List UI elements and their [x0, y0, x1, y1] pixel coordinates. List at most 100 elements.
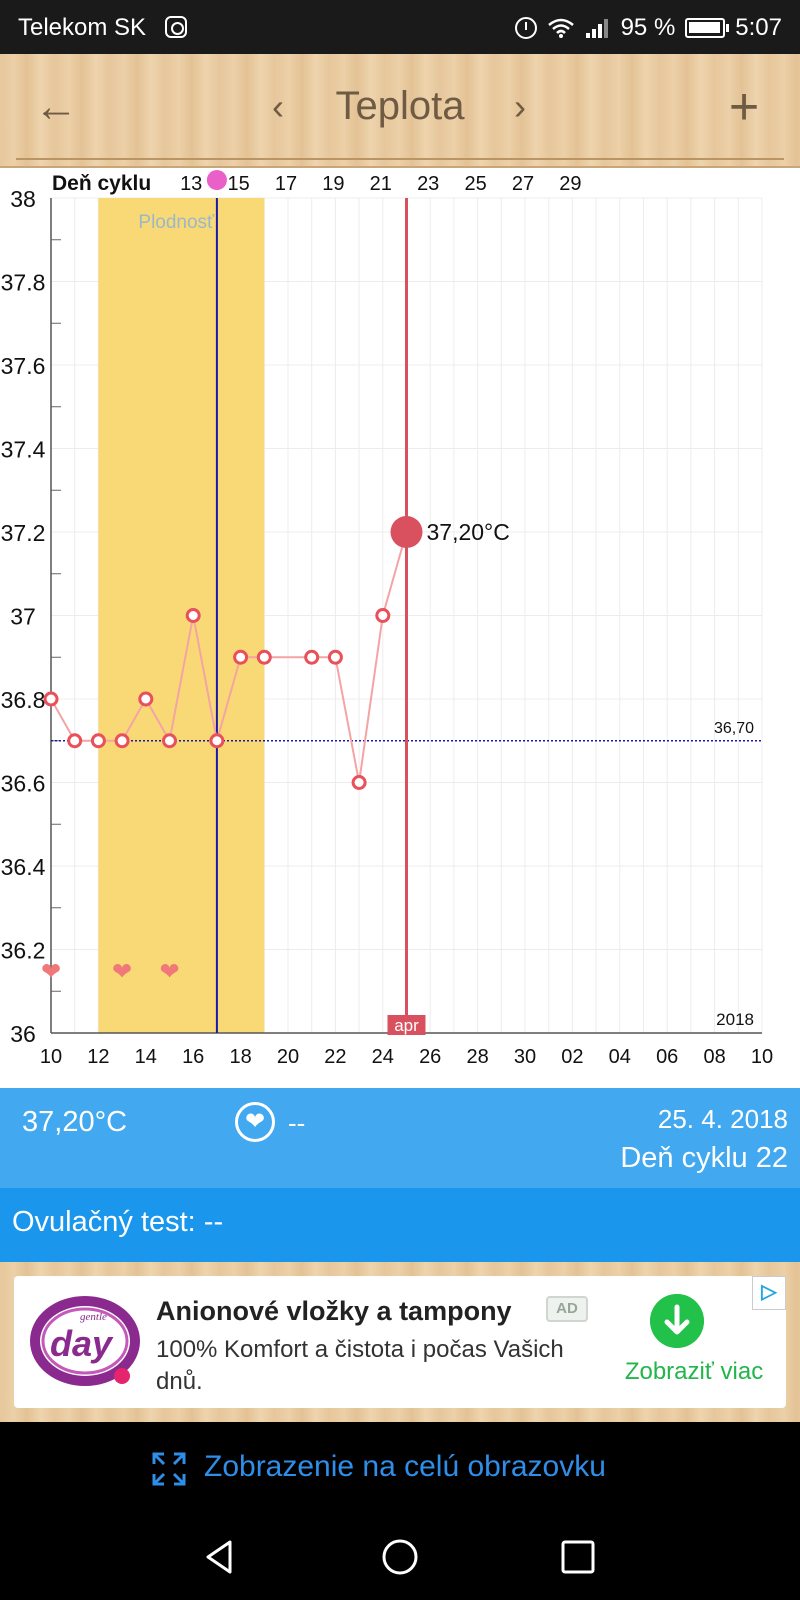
temperature-point [90, 733, 106, 749]
y-tick-label: 36.4 [1, 854, 46, 880]
nav-home-icon[interactable] [377, 1534, 423, 1580]
ad-cta-button[interactable]: Zobraziť viac [624, 1358, 764, 1385]
x-tick-label: 10 [751, 1046, 773, 1068]
temperature-point [185, 608, 201, 623]
fertility-window [98, 198, 265, 1033]
ovulation-test-label: Ovulačný test: -- [12, 1206, 224, 1238]
intercourse-value: -- [288, 1108, 306, 1138]
ad-card[interactable]: gentle day Anionové vložky a tampony AD … [14, 1276, 786, 1408]
cycle-day-tick: 17 [275, 173, 297, 195]
cycle-day-tick: 15 [227, 173, 249, 195]
temperature-point [162, 733, 177, 749]
page-title: Teplota [335, 84, 465, 128]
temperature-chart[interactable]: Plodnosť 38 37.8 37.6 37.4 37.2 37 36.8 36.6 36.4… [0, 168, 800, 1088]
alarm-icon [514, 17, 537, 39]
y-tick-label: 37 [10, 604, 36, 630]
status-icons: 95 % 5:07 [514, 14, 782, 42]
cycle-day-tick: 29 [559, 173, 581, 195]
selected-date: 25. 4. 2018 [657, 1104, 788, 1134]
temperature-point [43, 691, 59, 707]
wifi-icon [547, 17, 575, 39]
x-tick-label: 16 [182, 1046, 204, 1068]
x-tick-label: 18 [229, 1046, 251, 1068]
x-tick-label: 24 [372, 1046, 394, 1068]
gentle-day-logo: gentle day [30, 1296, 140, 1386]
y-tick-label: 36.6 [1, 771, 46, 797]
cycle-day-tick: 21 [370, 173, 392, 195]
chart-svg[interactable]: Plodnosť 38 37.8 37.6 37.4 37.2 37 36.8 36.6 36.4… [0, 168, 800, 1088]
x-tick-label: 22 [324, 1046, 346, 1068]
divider [16, 158, 784, 160]
carrier-name: Telekom SK [18, 14, 147, 41]
temperature-point [138, 691, 154, 707]
x-tick-label: 10 [40, 1046, 62, 1068]
clock: 5:07 [735, 14, 782, 41]
x-tick-label: 30 [514, 1046, 536, 1068]
year-label: 2018 [716, 1010, 754, 1029]
instagram-icon [165, 16, 187, 38]
temperature-point [351, 775, 367, 790]
heart-icon[interactable]: ❤ [235, 1102, 275, 1142]
y-tick-label: 38 [10, 186, 36, 212]
y-tick-label: 37.8 [1, 270, 46, 296]
y-tick-label: 37.2 [1, 520, 46, 546]
temperature-point [256, 649, 272, 665]
y-tick-label: 37.4 [1, 437, 46, 463]
logo-word-gentle: gentle [80, 1311, 107, 1323]
battery-percent: 95 % [620, 14, 676, 41]
x-tick-label: 28 [466, 1046, 488, 1068]
chevron-right-icon[interactable]: › [514, 86, 526, 127]
nav-back-icon[interactable] [198, 1534, 244, 1580]
ovulation-test-row[interactable]: Ovulačný test: -- [0, 1188, 800, 1262]
info-panel: 37,20°C ❤ -- 25. 4. 2018 Deň cyklu 22 [0, 1088, 800, 1188]
y-tick-label: 37.6 [1, 353, 46, 379]
temperature-point [327, 649, 343, 665]
selected-temperature: 37,20°C [22, 1106, 128, 1138]
cycle-day-tick: 23 [417, 173, 439, 195]
fertility-label: Plodnosť [138, 212, 215, 233]
month-label-bg [387, 1015, 426, 1035]
top-axis-label: Deň cyklu [52, 172, 151, 195]
cycle-day-tick: 13 [180, 173, 202, 195]
temperature-point [209, 733, 225, 749]
month-label: apr [394, 1016, 419, 1035]
temperature-point [233, 649, 249, 665]
logo-word-day: day [50, 1323, 114, 1364]
back-arrow-icon[interactable]: ← [34, 82, 78, 131]
cycle-day: Deň cyklu 22 [620, 1142, 788, 1174]
temperature-point [304, 649, 320, 665]
ad-body: 100% Komfort a čistota i počas Vašich dn… [156, 1336, 564, 1395]
y-tick-label: 36 [10, 1021, 36, 1047]
ad-choices-icon[interactable]: ▷ [752, 1276, 786, 1310]
y-tick-label: 36.2 [1, 938, 46, 964]
cycle-day-tick: 19 [322, 173, 344, 195]
x-tick-label: 26 [419, 1046, 441, 1068]
nav-recent-icon[interactable] [555, 1534, 601, 1580]
y-tick-label: 36.8 [1, 687, 46, 713]
fullscreen-label: Zobrazenie na celú obrazovku [204, 1450, 606, 1483]
x-tick-label: 02 [561, 1046, 583, 1068]
x-tick-label: 14 [135, 1046, 157, 1068]
heart-marker: ❤ [41, 958, 61, 985]
heart-marker: ❤ [159, 958, 179, 985]
fullscreen-bar[interactable]: Zobrazenie na celú obrazovku [0, 1422, 800, 1514]
status-bar: Telekom SK 95 % 5:07 [0, 0, 800, 54]
system-nav-bar [0, 1514, 800, 1600]
battery-icon [685, 18, 730, 38]
x-tick-label: 08 [703, 1046, 725, 1068]
selected-point [390, 516, 423, 548]
cycle-day-tick: 27 [512, 173, 534, 195]
heart-marker: ❤ [112, 958, 132, 985]
baseline-label: 36,70 [714, 720, 754, 737]
ad-badge: AD [546, 1296, 588, 1322]
ad-area: gentle day Anionové vložky a tampony AD … [0, 1262, 800, 1422]
expand-icon [152, 1452, 186, 1486]
plus-icon[interactable]: + [728, 78, 760, 136]
app-bar: ← ‹ Teplota › + [0, 54, 800, 168]
download-icon[interactable] [650, 1294, 704, 1348]
chevron-left-icon[interactable]: ‹ [272, 86, 284, 127]
ad-title: Anionové vložky a tampony [156, 1296, 512, 1326]
cycle-day-tick: 25 [464, 173, 486, 195]
temperature-point [114, 733, 130, 749]
ovulation-marker [206, 170, 227, 190]
